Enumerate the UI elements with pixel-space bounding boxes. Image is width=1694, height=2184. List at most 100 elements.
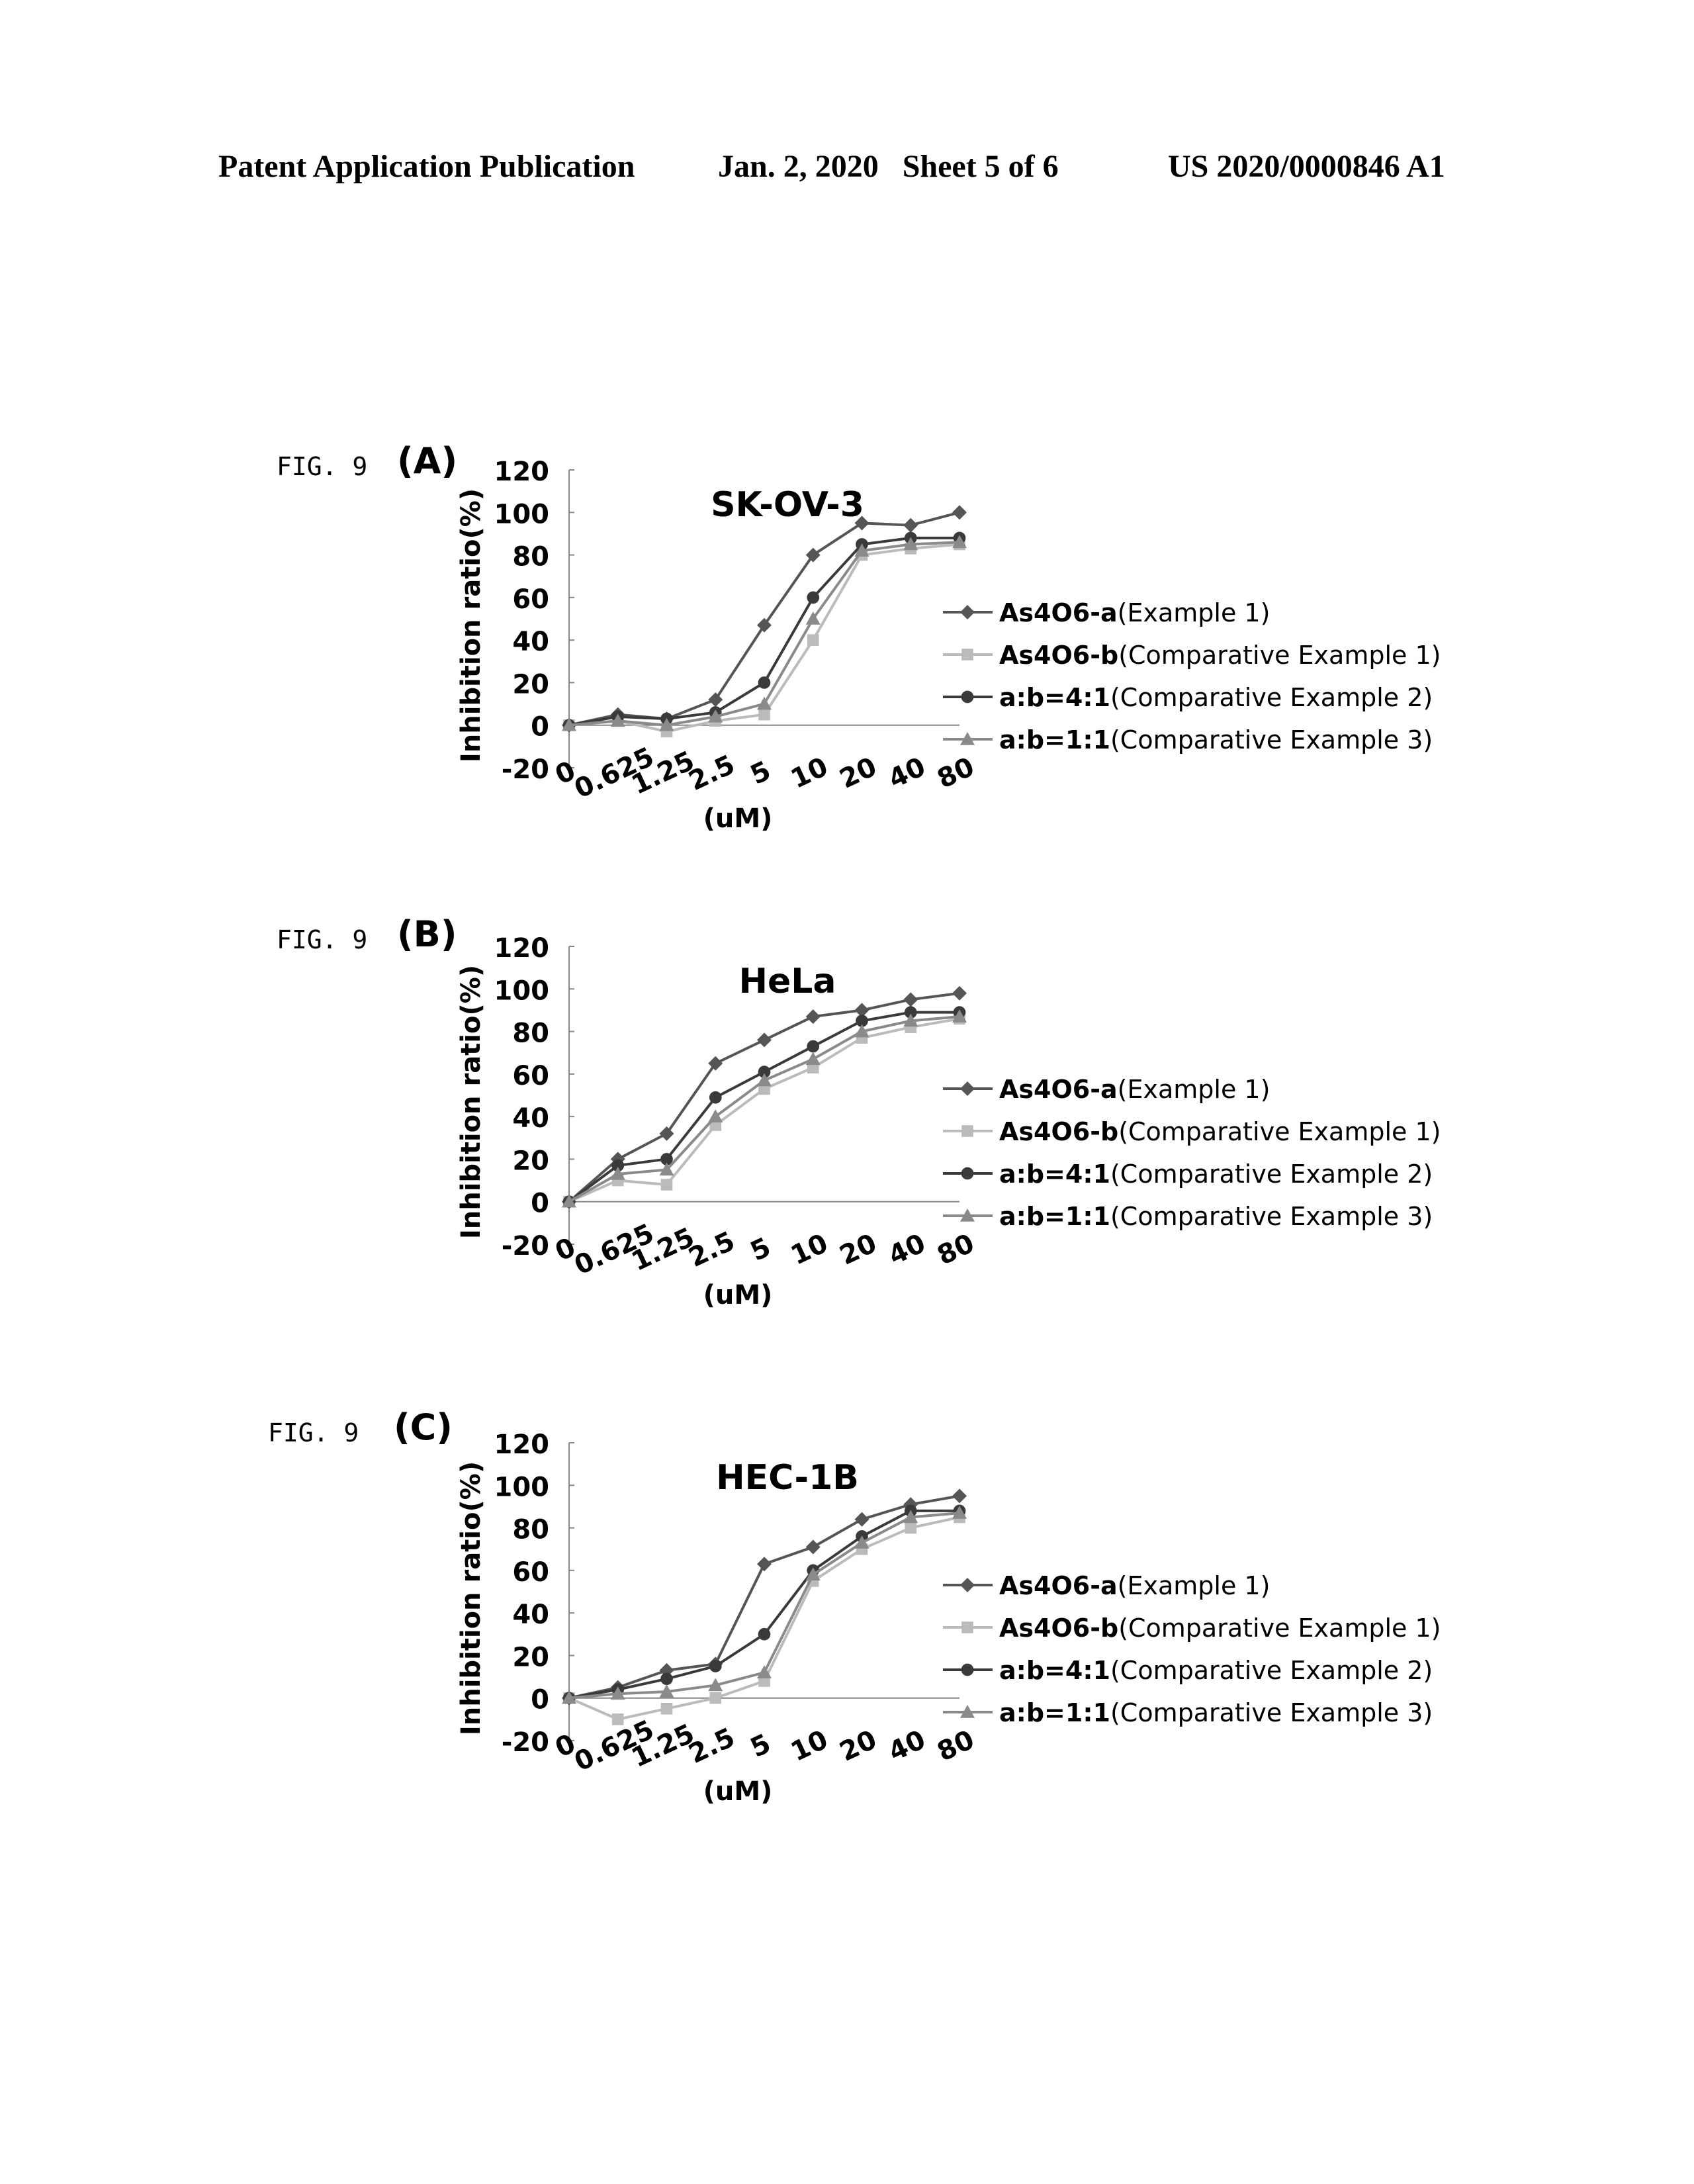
data-point	[757, 1665, 772, 1678]
legend-marker	[961, 1663, 974, 1676]
legend-label: As4O6-a(Example 1)	[999, 1571, 1270, 1600]
x-tick-label: 80	[933, 1228, 979, 1271]
series-line	[568, 1516, 960, 1721]
legend-series-name: As4O6-a	[999, 1075, 1118, 1104]
data-point	[659, 1684, 674, 1698]
x-tick-label: 40	[884, 752, 930, 795]
data-point	[805, 1539, 821, 1555]
legend-series-suffix: (Example 1)	[1118, 1075, 1270, 1104]
x-tick-label: 10	[786, 752, 832, 795]
y-tick-label: -20	[502, 1231, 549, 1261]
legend-series-name: a:b=4:1	[999, 1656, 1110, 1685]
patent-number: US 2020/0000846 A1	[1168, 149, 1445, 184]
legend-series-name: As4O6-b	[999, 1117, 1118, 1146]
y-tick-label: 20	[512, 669, 549, 700]
chart-title: HEC-1B	[716, 1458, 859, 1498]
data-point	[903, 518, 918, 533]
x-tick-label: 5	[746, 1232, 776, 1267]
data-point	[708, 692, 723, 707]
y-tick-label: 80	[512, 1019, 549, 1049]
y-tick-label: 80	[512, 542, 549, 572]
legend-marker	[960, 1081, 975, 1096]
y-tick-label: 0	[531, 1685, 549, 1715]
x-axis-label: (uM)	[703, 1776, 773, 1807]
data-point	[610, 1686, 625, 1700]
data-point	[562, 717, 576, 731]
legend-marker	[960, 1208, 975, 1222]
data-point	[854, 1535, 869, 1549]
data-point	[611, 1713, 624, 1725]
data-point	[757, 1032, 772, 1048]
legend-label: As4O6-b(Comparative Example 1)	[999, 1614, 1441, 1643]
legend-label: As4O6-a(Example 1)	[999, 1075, 1270, 1104]
data-point	[856, 1015, 868, 1027]
publication-title: Patent Application Publication	[218, 149, 635, 184]
legend-label: As4O6-b(Comparative Example 1)	[999, 1117, 1441, 1146]
y-tick-label: 60	[512, 1061, 549, 1091]
y-axis-label: Inhibition ratio(%)	[456, 965, 486, 1239]
data-point	[610, 713, 625, 727]
legend-marker	[960, 732, 975, 745]
data-point	[807, 1040, 820, 1053]
data-point	[807, 634, 819, 646]
x-tick-label: 80	[933, 1725, 979, 1768]
data-point	[904, 1006, 917, 1019]
legend-label: a:b=4:1(Comparative Example 2)	[999, 1656, 1433, 1685]
legend-series-suffix: (Comparative Example 3)	[1110, 1698, 1433, 1727]
data-point	[854, 516, 869, 531]
x-axis-label: (uM)	[703, 803, 773, 834]
y-tick-label: 120	[494, 1430, 550, 1460]
y-tick-label: 40	[512, 1103, 549, 1134]
legend-label: a:b=4:1(Comparative Example 2)	[999, 683, 1433, 712]
legend-series-name: a:b=1:1	[999, 725, 1110, 754]
x-tick-label: 80	[933, 752, 979, 795]
legend-marker	[961, 649, 973, 660]
legend-label: a:b=1:1(Comparative Example 3)	[999, 725, 1433, 754]
data-point	[903, 537, 918, 551]
legend-series-suffix: (Example 1)	[1118, 1571, 1270, 1600]
data-point	[952, 535, 967, 549]
y-tick-label: 0	[531, 1189, 549, 1219]
y-tick-label: -20	[502, 754, 549, 785]
data-point	[757, 617, 772, 633]
data-point	[659, 1126, 674, 1141]
data-point	[758, 1066, 771, 1078]
data-point	[805, 1009, 821, 1024]
legend-series-name: As4O6-a	[999, 598, 1118, 627]
data-point	[905, 1522, 917, 1534]
x-tick-label: 5	[746, 1728, 776, 1763]
data-point	[952, 985, 967, 1001]
data-point	[562, 1690, 576, 1704]
data-point	[854, 1024, 869, 1038]
y-tick-label: 60	[512, 1557, 549, 1588]
data-point	[611, 1159, 625, 1172]
figure-panel-b: (B)	[397, 913, 457, 955]
legend-series-suffix: (Comparative Example 1)	[1118, 1614, 1441, 1643]
figure-label-c: FIG. 9	[268, 1418, 359, 1447]
x-tick-label: 40	[884, 1228, 930, 1271]
legend-series-name: As4O6-b	[999, 641, 1118, 670]
data-point	[952, 1009, 967, 1023]
legend-label: a:b=1:1(Comparative Example 3)	[999, 1202, 1433, 1231]
x-tick-label: 20	[835, 752, 881, 795]
legend-marker	[960, 1578, 975, 1592]
legend-series-suffix: (Comparative Example 2)	[1110, 1656, 1433, 1685]
data-point	[758, 1627, 771, 1641]
y-tick-label: 100	[494, 1472, 550, 1502]
x-tick-label: 10	[786, 1725, 832, 1768]
legend-marker	[961, 1621, 973, 1633]
data-point	[708, 1678, 723, 1692]
data-point	[757, 696, 772, 710]
figure-label-b: FIG. 9	[277, 925, 368, 954]
data-point	[807, 591, 820, 604]
x-tick-label: 20	[835, 1228, 881, 1271]
data-point	[952, 1506, 967, 1519]
legend-marker	[961, 1167, 974, 1180]
legend-series-suffix: (Comparative Example 3)	[1110, 1202, 1433, 1231]
legend-series-suffix: (Comparative Example 1)	[1118, 1117, 1441, 1146]
legend-label: a:b=1:1(Comparative Example 3)	[999, 1698, 1433, 1727]
figure-label-a: FIG. 9	[277, 452, 368, 481]
legend-marker	[960, 605, 975, 619]
chart-title: HeLa	[738, 962, 836, 1001]
